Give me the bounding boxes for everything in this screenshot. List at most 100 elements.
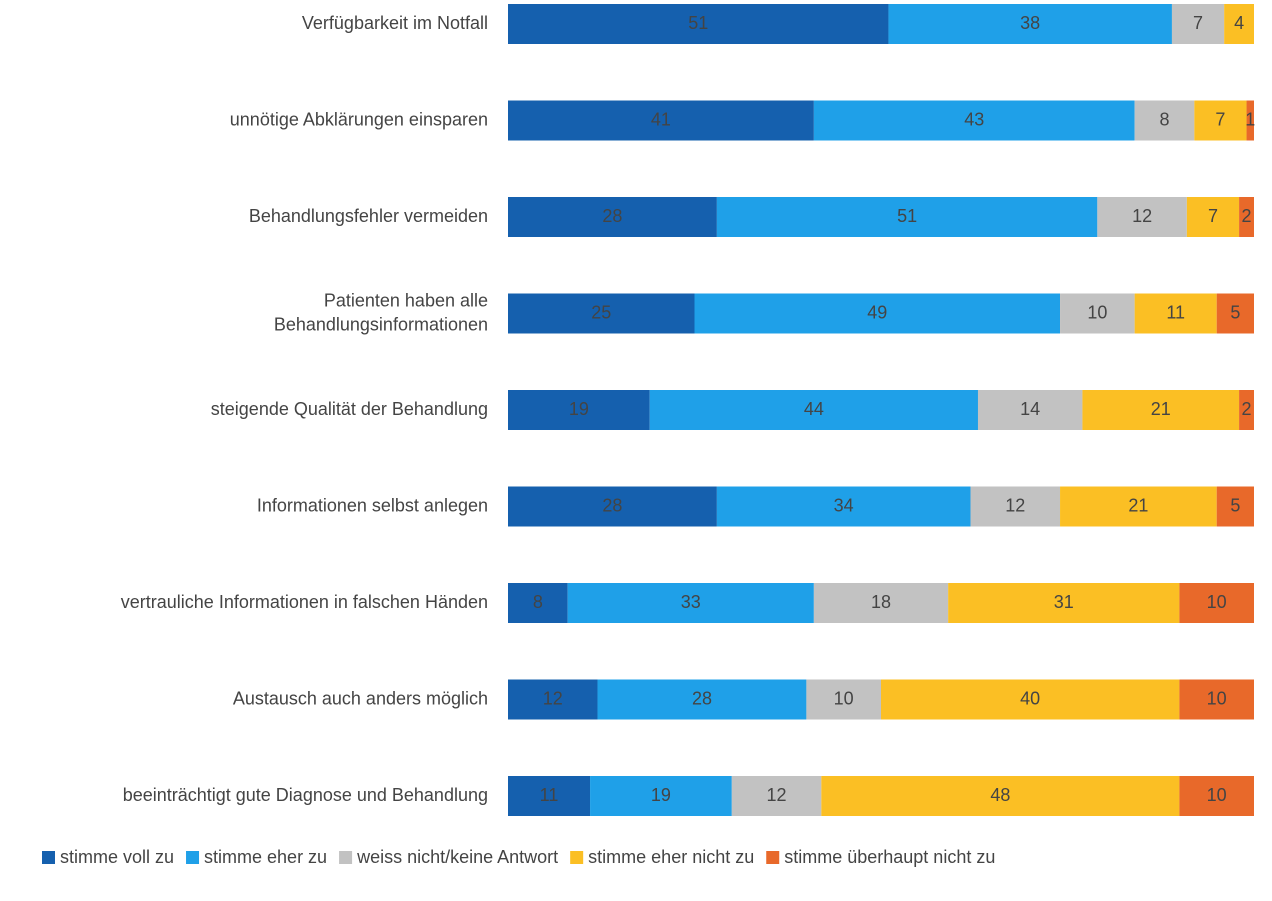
- bar-segment: [1186, 197, 1240, 237]
- data-label: 40: [1020, 688, 1040, 708]
- data-label: 28: [602, 495, 622, 515]
- bar-segment: [1246, 100, 1254, 141]
- bar-segment: [1171, 4, 1225, 44]
- category-label: beeinträchtigt gute Diagnose und Behandl…: [123, 785, 488, 805]
- data-label: 19: [651, 785, 671, 805]
- bar-segment: [970, 486, 1061, 527]
- bar-segment: [888, 4, 1172, 44]
- data-label: 7: [1193, 13, 1203, 33]
- data-label: 21: [1151, 399, 1171, 419]
- data-label: 1: [1245, 109, 1255, 129]
- data-label: 7: [1208, 206, 1218, 226]
- legend-label: weiss nicht/keine Antwort: [356, 847, 558, 867]
- bar-segment: [508, 293, 695, 334]
- category-label-line: vertrauliche Informationen in falschen H…: [121, 592, 488, 612]
- bar-segment: [1060, 486, 1217, 527]
- bar-segment: [1224, 4, 1254, 44]
- bar-segment: [716, 486, 971, 527]
- data-label: 8: [533, 592, 543, 612]
- legend-label: stimme überhaupt nicht zu: [784, 847, 995, 867]
- data-label: 2: [1242, 206, 1252, 226]
- bar-segment: [590, 776, 732, 816]
- bar-segment: [1060, 293, 1135, 334]
- category-label-line: Patienten haben alle: [324, 290, 488, 310]
- legend-swatch: [570, 851, 584, 864]
- data-label: 11: [540, 785, 559, 805]
- bar-segment: [508, 4, 889, 44]
- category-label: Behandlungsfehler vermeiden: [249, 206, 488, 226]
- bar-segment: [1216, 293, 1254, 334]
- category-label-line: Austausch auch anders möglich: [233, 688, 488, 708]
- legend-swatch: [339, 851, 353, 864]
- category-label-line: beeinträchtigt gute Diagnose und Behandl…: [123, 785, 488, 805]
- category-label: Patienten haben alle Behandlungsinformati…: [274, 290, 488, 334]
- bar-segment: [508, 390, 650, 430]
- bar-segment: [649, 390, 978, 430]
- bar-segment: [508, 776, 591, 816]
- data-label: 4: [1234, 13, 1244, 33]
- data-label: 12: [767, 785, 787, 805]
- category-label-line: steigende Qualität der Behandlung: [211, 399, 488, 419]
- data-label: 41: [651, 109, 671, 129]
- data-label: 10: [1087, 302, 1107, 322]
- category-label: steigende Qualität der Behandlung: [211, 399, 488, 419]
- bar-segment: [948, 583, 1180, 623]
- bar-segment: [821, 776, 1180, 816]
- bar-segment: [1134, 100, 1195, 141]
- data-label: 51: [897, 206, 917, 226]
- category-label-line: unnötige Abklärungen einsparen: [230, 109, 488, 129]
- bar-segment: [1082, 390, 1240, 430]
- category-label-line: Verfügbarkeit im Notfall: [302, 13, 488, 33]
- data-label: 31: [1054, 592, 1074, 612]
- bar-segment: [567, 583, 814, 623]
- category-label: Verfügbarkeit im Notfall: [302, 13, 488, 33]
- bar-segment: [813, 583, 949, 623]
- bar-segment: [1097, 197, 1187, 237]
- bar-segment: [716, 197, 1098, 237]
- bar-segment: [508, 100, 814, 141]
- category-label-line: Behandlungsfehler vermeiden: [249, 206, 488, 226]
- data-label: 25: [591, 302, 611, 322]
- data-label: 49: [867, 302, 887, 322]
- legend-swatch: [766, 851, 780, 864]
- data-label: 12: [1132, 206, 1152, 226]
- bar-segment: [881, 679, 1180, 720]
- data-label: 38: [1020, 13, 1040, 33]
- bar-segment: [1239, 197, 1254, 237]
- data-label: 8: [1159, 109, 1169, 129]
- bar-segment: [508, 583, 568, 623]
- bar-segment: [813, 100, 1135, 141]
- bar-segment: [1134, 293, 1217, 334]
- legend-swatch: [186, 851, 200, 864]
- data-label: 19: [569, 399, 589, 419]
- data-label: 14: [1020, 399, 1040, 419]
- data-label: 10: [1207, 785, 1227, 805]
- category-label: vertrauliche Informationen in falschen H…: [121, 592, 488, 612]
- bar-segment: [508, 197, 717, 237]
- legend-label: stimme voll zu: [60, 847, 174, 867]
- data-label: 12: [543, 688, 563, 708]
- data-label: 48: [990, 785, 1010, 805]
- data-label: 11: [1166, 302, 1185, 322]
- category-label: Informationen selbst anlegen: [257, 495, 488, 515]
- bar-segment: [1216, 486, 1254, 527]
- data-label: 34: [834, 495, 854, 515]
- data-label: 33: [681, 592, 701, 612]
- bar-segment: [1179, 679, 1254, 720]
- bar-segment: [508, 486, 717, 527]
- data-label: 5: [1230, 495, 1240, 515]
- category-label-line: Informationen selbst anlegen: [257, 495, 488, 515]
- bar-segment: [694, 293, 1061, 334]
- data-label: 7: [1215, 109, 1225, 129]
- legend-label: stimme eher nicht zu: [588, 847, 754, 867]
- bar-segment: [1194, 100, 1247, 141]
- bar-segment: [1179, 583, 1254, 623]
- bar-segment: [806, 679, 881, 720]
- data-label: 12: [1005, 495, 1025, 515]
- data-label: 18: [871, 592, 891, 612]
- bar-segment: [1179, 776, 1254, 816]
- legend-label: stimme eher zu: [204, 847, 327, 867]
- bar-segment: [731, 776, 822, 816]
- data-label: 10: [834, 688, 854, 708]
- bar-segment: [508, 679, 598, 720]
